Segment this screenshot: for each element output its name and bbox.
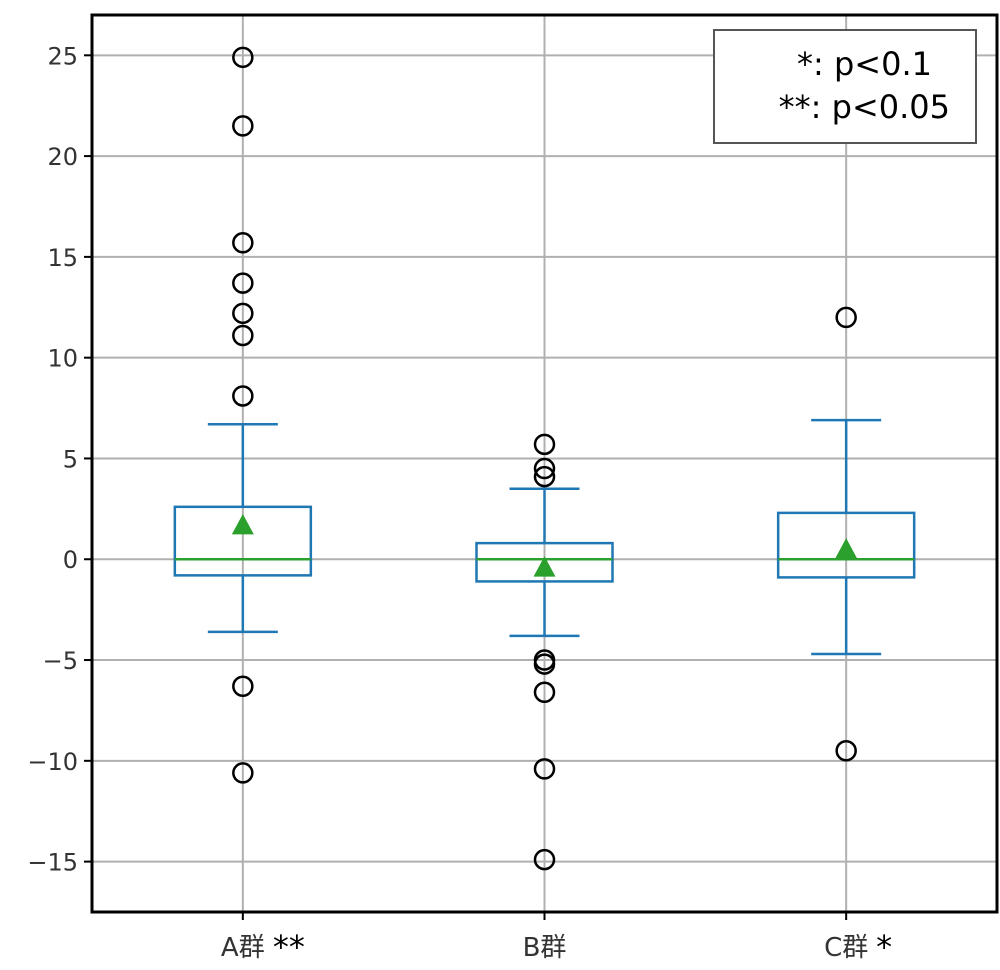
outlier-point — [232, 324, 254, 347]
outlier-point — [232, 46, 254, 69]
outlier-point — [533, 653, 556, 675]
mean-marker — [835, 538, 858, 559]
outlier-point — [533, 457, 556, 480]
y-tick-label: 10 — [47, 345, 78, 373]
iqr-box — [173, 505, 313, 577]
box-group — [475, 433, 614, 871]
outlier-point — [232, 302, 254, 325]
outlier-point — [232, 385, 254, 407]
y-tick-label: 5 — [63, 445, 78, 473]
y-tick-label: −15 — [27, 849, 78, 877]
iqr-box — [475, 541, 614, 583]
box-group — [173, 46, 313, 784]
y-tick-label: 20 — [47, 143, 78, 171]
significance-mark: ** — [273, 928, 305, 966]
outlier-point — [533, 681, 556, 704]
outlier-point — [533, 758, 556, 780]
mean-marker — [533, 556, 556, 577]
x-tick-label: A群 — [221, 933, 265, 963]
legend-frame — [713, 29, 977, 144]
outlier-point — [533, 848, 556, 871]
x-axis-ticks: A群 ** B群 C群 * — [221, 912, 892, 966]
significance-mark: * — [876, 928, 892, 966]
outlier-point — [232, 675, 254, 697]
box-plot-series — [173, 46, 916, 871]
legend-line-1: *: p<0.1 — [797, 45, 932, 83]
y-tick-label: 15 — [47, 244, 78, 272]
box-group — [776, 306, 916, 762]
outlier-point — [232, 272, 254, 294]
y-axis-ticks: −15 −10 −5 0 5 10 15 20 25 — [27, 42, 92, 877]
y-tick-label: −5 — [43, 647, 78, 675]
mean-marker — [231, 513, 254, 535]
legend-line-2: **: p<0.05 — [779, 88, 950, 126]
y-tick-label: 25 — [47, 42, 78, 70]
outlier-point — [232, 115, 254, 137]
outlier-point — [232, 232, 254, 254]
legend-box: *: p<0.1 **: p<0.05 — [713, 29, 977, 144]
y-tick-label: 0 — [63, 546, 78, 574]
outlier-point — [835, 306, 857, 329]
outlier-point — [533, 465, 556, 488]
y-tick-label: −10 — [27, 748, 78, 776]
x-tick-label: C群 — [824, 933, 868, 963]
outlier-point — [232, 762, 254, 784]
iqr-box — [776, 511, 916, 579]
outlier-point — [533, 433, 556, 456]
x-tick-label: B群 — [523, 933, 567, 963]
outlier-point — [835, 739, 857, 762]
